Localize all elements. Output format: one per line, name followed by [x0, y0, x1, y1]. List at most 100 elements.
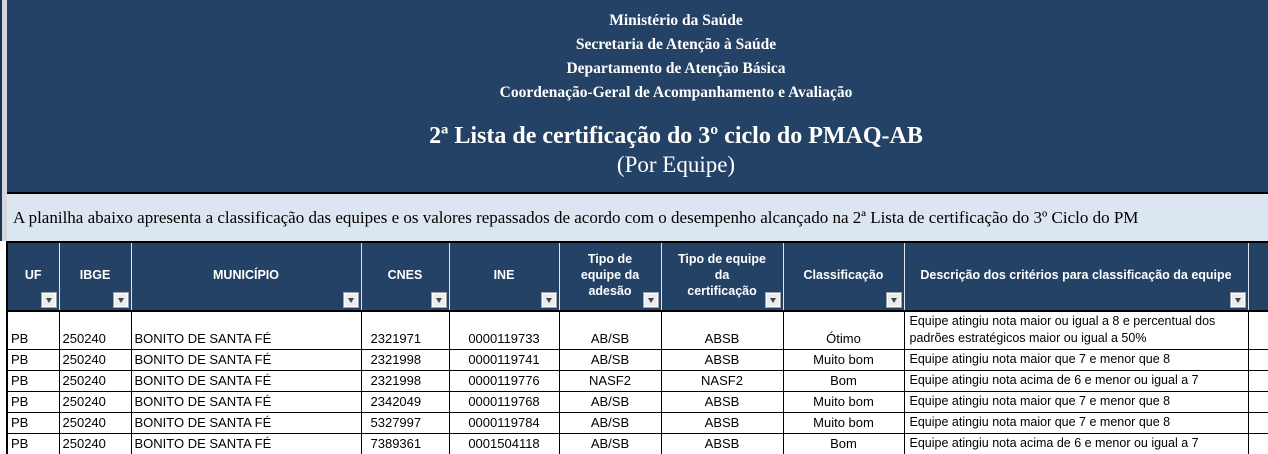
filter-dropdown-icon[interactable]	[40, 292, 57, 308]
cell-extra[interactable]	[1247, 412, 1268, 434]
cell-ibge[interactable]: 250240	[58, 349, 132, 371]
org-line-coordenacao: Coordenação-Geral de Acompanhamento e Av…	[499, 84, 853, 101]
cell-tipo-certificacao[interactable]: ABSB	[660, 433, 784, 454]
cell-cnes[interactable]: 2321971	[360, 310, 450, 350]
cell-ine[interactable]: 0000119768	[448, 391, 560, 413]
header-cell-tipo-adesao: Tipo de equipe da adesão	[558, 242, 661, 312]
header-cell-ine: INE	[448, 242, 559, 312]
table-row: PB 250240 BONITO DE SANTA FÉ 5327997 000…	[6, 412, 1268, 434]
cell-descricao[interactable]: Equipe atingiu nota maior que 7 e menor …	[903, 391, 1249, 413]
header-label-tipo-certificacao: Tipo de equipe da certificação	[678, 251, 766, 298]
cell-classificacao[interactable]: Muito bom	[782, 412, 905, 434]
cell-extra[interactable]	[1247, 370, 1268, 392]
cell-extra[interactable]	[1247, 349, 1268, 371]
cell-tipo-adesao[interactable]: NASF2	[558, 370, 662, 392]
cell-tipo-adesao[interactable]: AB/SB	[558, 310, 662, 350]
cell-ine[interactable]: 0001504118	[448, 433, 560, 454]
filter-dropdown-icon[interactable]	[642, 292, 659, 308]
cell-municipio[interactable]: BONITO DE SANTA FÉ	[130, 412, 362, 434]
cell-tipo-adesao[interactable]: AB/SB	[558, 391, 662, 413]
cell-municipio[interactable]: BONITO DE SANTA FÉ	[130, 370, 362, 392]
header-label-tipo-adesao: Tipo de equipe da adesão	[580, 251, 640, 298]
header-label-municipio: MUNICÍPIO	[213, 267, 279, 282]
cell-ibge[interactable]: 250240	[58, 433, 132, 454]
cell-descricao[interactable]: Equipe atingiu nota maior que 7 e menor …	[903, 349, 1249, 371]
filter-dropdown-icon[interactable]	[764, 292, 781, 308]
intro-text: A planilha abaixo apresenta a classifica…	[13, 207, 1139, 227]
cell-classificacao[interactable]: Ótimo	[782, 310, 905, 350]
cell-tipo-adesao[interactable]: AB/SB	[558, 349, 662, 371]
cell-cnes[interactable]: 2342049	[360, 391, 450, 413]
cell-cnes[interactable]: 5327997	[360, 412, 450, 434]
cell-uf[interactable]: PB	[6, 433, 60, 454]
filter-dropdown-icon[interactable]	[885, 292, 902, 308]
filter-dropdown-icon[interactable]	[342, 292, 359, 308]
cell-tipo-certificacao[interactable]: ABSB	[660, 412, 784, 434]
cell-extra[interactable]	[1247, 433, 1268, 454]
cell-classificacao[interactable]: Bom	[782, 370, 905, 392]
cell-municipio[interactable]: BONITO DE SANTA FÉ	[130, 310, 362, 350]
cell-uf[interactable]: PB	[6, 370, 60, 392]
header-row: UF IBGE MUNICÍPIO CNES INE Tipo de equip…	[7, 242, 1268, 312]
cell-municipio[interactable]: BONITO DE SANTA FÉ	[130, 349, 362, 371]
cell-ine[interactable]: 0000119784	[448, 412, 560, 434]
chevron-down-icon	[890, 297, 897, 303]
cell-ine[interactable]: 0000119733	[448, 310, 560, 350]
cell-descricao[interactable]: Equipe atingiu nota maior ou igual a 8 e…	[903, 310, 1249, 350]
filter-dropdown-icon[interactable]	[430, 292, 447, 308]
cell-cnes[interactable]: 2321998	[360, 349, 450, 371]
filter-dropdown-icon[interactable]	[1229, 292, 1246, 308]
cell-cnes[interactable]: 7389361	[360, 433, 450, 454]
cell-ibge[interactable]: 250240	[58, 310, 132, 350]
cell-descricao[interactable]: Equipe atingiu nota maior que 7 e menor …	[903, 412, 1249, 434]
chevron-down-icon	[769, 297, 776, 303]
cell-cnes[interactable]: 2321998	[360, 370, 450, 392]
cell-descricao[interactable]: Equipe atingiu nota acima de 6 e menor o…	[903, 433, 1249, 454]
sheet-left-gutter	[0, 0, 7, 241]
cell-municipio[interactable]: BONITO DE SANTA FÉ	[130, 433, 362, 454]
table-row: PB 250240 BONITO DE SANTA FÉ 2321971 000…	[6, 310, 1268, 350]
certification-table: UF IBGE MUNICÍPIO CNES INE Tipo de equip…	[6, 241, 1268, 454]
org-line-departamento: Departamento de Atenção Básica	[566, 60, 786, 77]
header-cell-tipo-certificacao: Tipo de equipe da certificação	[660, 242, 783, 312]
header-cell-extra	[1247, 242, 1268, 312]
cell-extra[interactable]	[1247, 391, 1268, 413]
cell-tipo-certificacao[interactable]: ABSB	[660, 391, 784, 413]
intro-band: A planilha abaixo apresenta a classifica…	[0, 192, 1268, 241]
header-cell-cnes: CNES	[360, 242, 449, 312]
cell-uf[interactable]: PB	[6, 391, 60, 413]
cell-classificacao[interactable]: Bom	[782, 433, 905, 454]
header-label-descricao: Descrição dos critérios para classificaç…	[920, 267, 1232, 282]
cell-tipo-adesao[interactable]: AB/SB	[558, 412, 662, 434]
cell-extra[interactable]	[1247, 310, 1268, 350]
cell-ine[interactable]: 0000119776	[448, 370, 560, 392]
chevron-down-icon	[647, 297, 654, 303]
header-label-classificacao: Classificação	[803, 267, 884, 282]
header-cell-descricao: Descrição dos critérios para classificaç…	[903, 242, 1248, 312]
cell-classificacao[interactable]: Muito bom	[782, 349, 905, 371]
cell-municipio[interactable]: BONITO DE SANTA FÉ	[130, 391, 362, 413]
cell-tipo-adesao[interactable]: AB/SB	[558, 433, 662, 454]
cell-ine[interactable]: 0000119741	[448, 349, 560, 371]
cell-tipo-certificacao[interactable]: NASF2	[660, 370, 784, 392]
cell-uf[interactable]: PB	[6, 349, 60, 371]
filter-dropdown-icon[interactable]	[112, 292, 129, 308]
header-label-ine: INE	[493, 267, 515, 282]
cell-descricao[interactable]: Equipe atingiu nota acima de 6 e menor o…	[903, 370, 1249, 392]
cell-tipo-certificacao[interactable]: ABSB	[660, 349, 784, 371]
org-line-secretaria: Secretaria de Atenção à Saúde	[575, 36, 777, 53]
cell-classificacao[interactable]: Muito bom	[782, 391, 905, 413]
header-cell-uf: UF	[7, 242, 59, 312]
cell-tipo-certificacao[interactable]: ABSB	[660, 310, 784, 350]
header-cell-classificacao: Classificação	[782, 242, 904, 312]
masthead-band: Ministério da Saúde Secretaria de Atençã…	[0, 0, 1268, 192]
table-row: PB 250240 BONITO DE SANTA FÉ 2342049 000…	[6, 391, 1268, 413]
cell-uf[interactable]: PB	[6, 310, 60, 350]
cell-ibge[interactable]: 250240	[58, 391, 132, 413]
cell-ibge[interactable]: 250240	[58, 412, 132, 434]
filter-dropdown-icon[interactable]	[540, 292, 557, 308]
cell-uf[interactable]: PB	[6, 412, 60, 434]
certification-table-container: UF IBGE MUNICÍPIO CNES INE Tipo de equip…	[6, 241, 1268, 454]
cell-ibge[interactable]: 250240	[58, 370, 132, 392]
